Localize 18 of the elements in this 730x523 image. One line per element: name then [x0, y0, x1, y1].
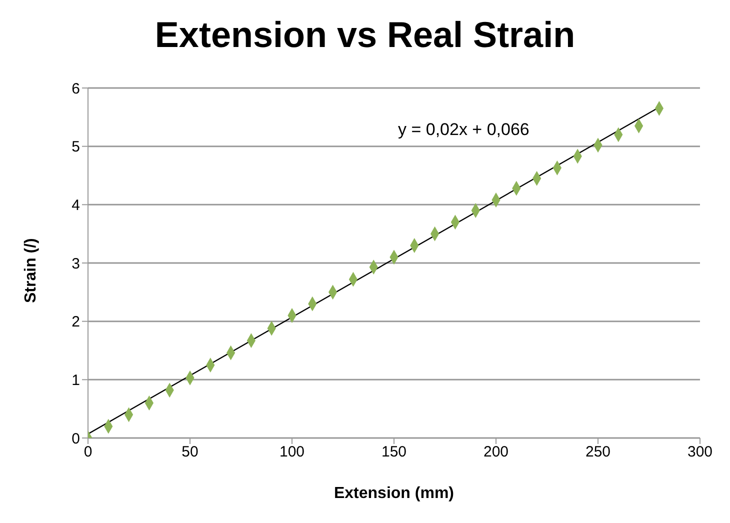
y-tick-label: 5 [72, 138, 80, 156]
y-tick-label: 3 [72, 255, 80, 272]
x-tick-label: 200 [483, 444, 509, 461]
x-tick-label: 300 [687, 444, 713, 461]
y-tick-label: 1 [72, 372, 80, 389]
y-axis-title: Strain (/) [22, 238, 40, 303]
annotation: y = 0,02x + 0,066 [398, 120, 530, 140]
x-tick-label: 100 [279, 444, 305, 461]
chart-title: Extension vs Real Strain [154, 13, 576, 57]
y-tick-label: 2 [72, 314, 80, 331]
x-axis-title: Extension (mm) [334, 485, 454, 502]
y-tick-label: 4 [72, 196, 80, 214]
y-tick-label: 0 [72, 430, 80, 448]
x-tick-label: 50 [182, 444, 198, 461]
x-tick-label: 250 [585, 444, 611, 461]
x-tick-label: 0 [84, 444, 92, 461]
y-tick-label: 6 [72, 80, 80, 98]
x-tick-label: 150 [381, 444, 407, 461]
